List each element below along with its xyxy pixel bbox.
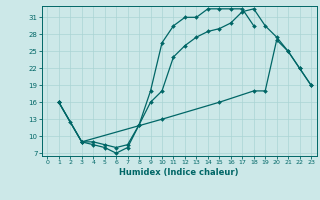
X-axis label: Humidex (Indice chaleur): Humidex (Indice chaleur)	[119, 168, 239, 177]
